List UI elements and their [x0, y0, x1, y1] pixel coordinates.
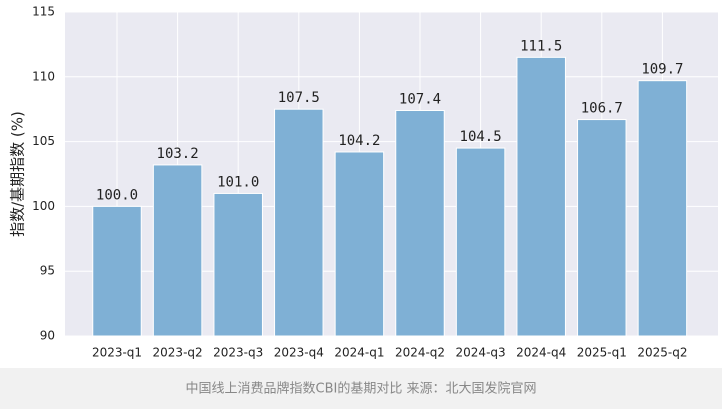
bar — [637, 80, 688, 337]
value-label: 106.7 — [581, 101, 623, 117]
value-label: 103.2 — [157, 146, 199, 162]
x-tick-label: 2025-q1 — [577, 346, 627, 360]
y-tick-label: 100 — [32, 199, 55, 213]
x-tick-label: 2025-q2 — [637, 346, 687, 360]
bar — [152, 164, 203, 337]
value-label: 107.4 — [399, 91, 441, 107]
bar — [334, 151, 385, 337]
bar — [395, 109, 445, 337]
x-tick-label: 2024-q1 — [334, 346, 384, 360]
x-tick-label: 2024-q2 — [395, 346, 445, 360]
y-tick-label: 90 — [40, 329, 55, 343]
y-axis-title: 指数/基期指数 (%) — [9, 111, 27, 237]
bar — [577, 119, 627, 337]
caption-background — [0, 368, 722, 409]
x-tick-label: 2023-q2 — [153, 346, 203, 360]
value-label: 107.5 — [278, 90, 320, 106]
bar — [274, 108, 324, 337]
y-tick-label: 115 — [32, 5, 55, 19]
value-label: 100.0 — [96, 187, 138, 203]
bar — [516, 56, 566, 337]
value-label: 101.0 — [217, 174, 259, 190]
x-tick-label: 2023-q3 — [213, 346, 263, 360]
y-tick-label: 110 — [32, 69, 55, 83]
x-tick-label: 2023-q1 — [92, 346, 142, 360]
value-label: 104.5 — [460, 129, 502, 145]
value-label: 104.2 — [338, 133, 380, 149]
y-tick-label: 105 — [32, 134, 55, 148]
caption: 中国线上消费品牌指数CBI的基期对比 来源：北大国发院官网 — [186, 381, 537, 397]
x-tick-label: 2024-q4 — [516, 346, 566, 360]
y-tick-label: 95 — [40, 264, 55, 278]
x-tick-label: 2024-q3 — [456, 346, 506, 360]
value-label: 111.5 — [520, 38, 562, 54]
value-label: 109.7 — [641, 62, 683, 78]
x-tick-label: 2023-q4 — [274, 346, 324, 360]
bar — [213, 192, 263, 337]
bar — [455, 147, 506, 337]
bar — [92, 205, 142, 337]
